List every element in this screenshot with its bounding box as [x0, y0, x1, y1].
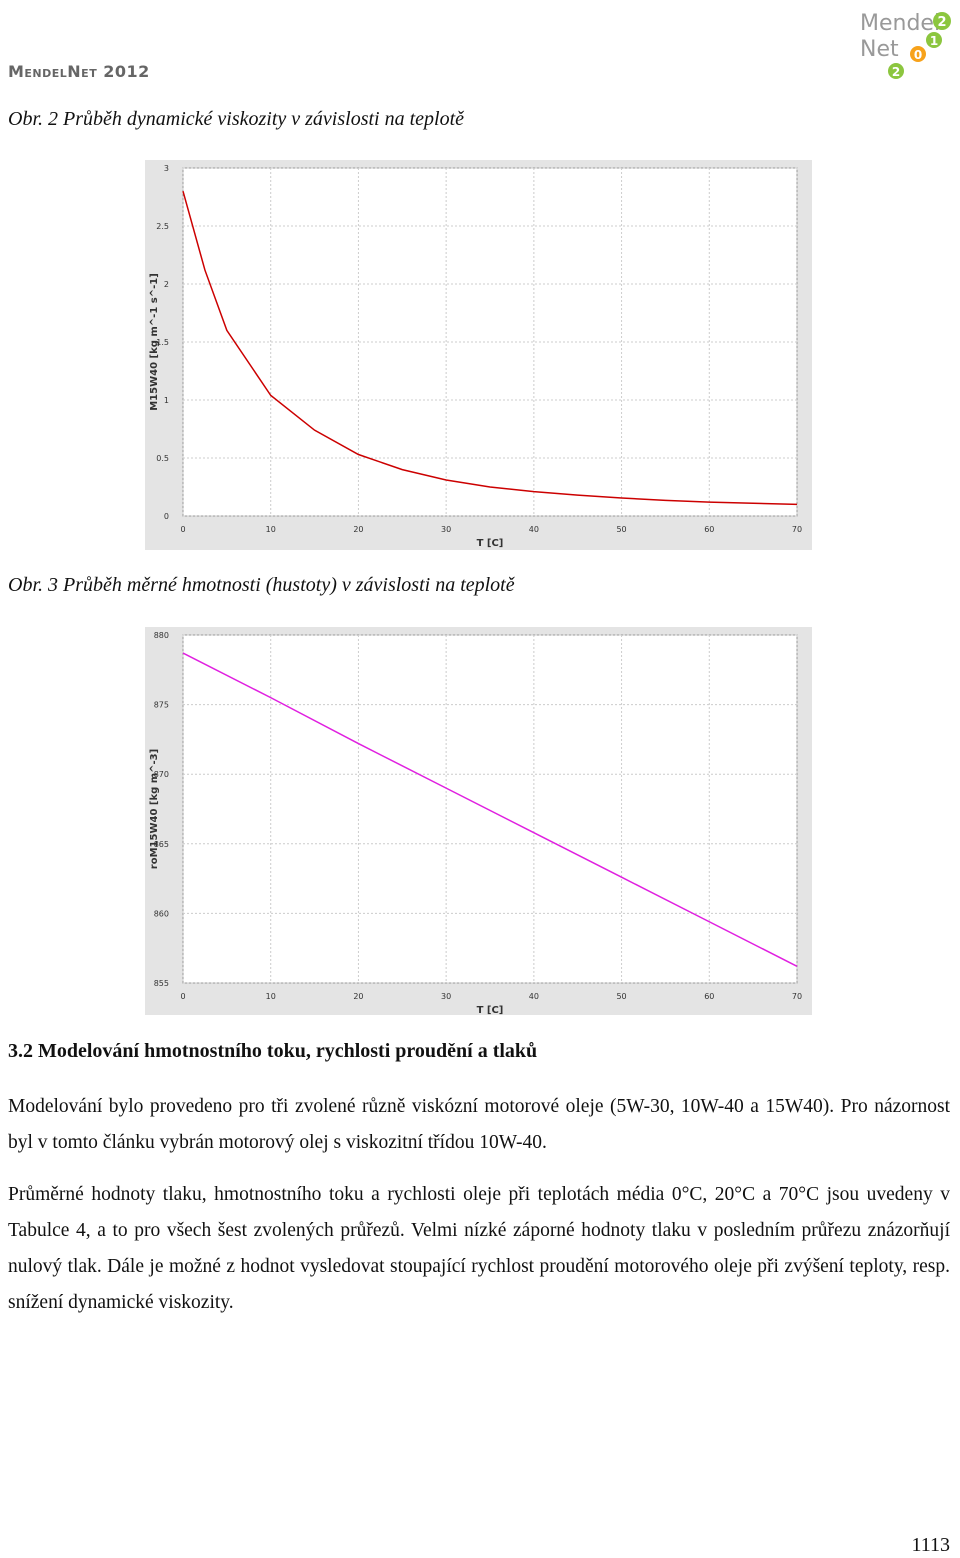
x-axis-label: T [C]	[477, 1005, 504, 1015]
logo: Mendel Net 2 0 1 2	[860, 11, 951, 79]
data-line	[182, 190, 798, 506]
plot-area	[182, 167, 798, 517]
x-axis-label: T [C]	[477, 538, 504, 549]
paragraph: Průměrné hodnoty tlaku, hmotnostního tok…	[8, 1184, 950, 1313]
plot-area	[182, 634, 798, 984]
header: MendelNet 2012	[8, 62, 150, 81]
x-tick-label: 60	[704, 525, 714, 534]
x-tick-label: 40	[529, 525, 539, 534]
y-tick-label: 870	[154, 770, 169, 779]
y-tick-label: 0.5	[156, 454, 169, 463]
x-tick-label: 10	[266, 525, 276, 534]
chart: 0 10 20 30 40 50 60 70 855 860 865 870 875 880 T [C] ro…	[145, 627, 812, 1015]
logo-text: Net	[860, 37, 899, 62]
y-tick-label: 860	[154, 909, 169, 918]
logo-text: Mendel	[860, 11, 940, 36]
x-tick-label: 0	[180, 992, 185, 1001]
x-tick-label: 10	[266, 992, 276, 1001]
y-tick-label: 880	[154, 631, 169, 640]
y-tick-label: 2.5	[156, 222, 169, 231]
data-line	[182, 652, 798, 967]
x-tick-label: 30	[441, 992, 451, 1001]
x-tick-label: 20	[353, 525, 363, 534]
x-tick-label: 70	[792, 992, 802, 1001]
chart: 0 10 20 30 40 50 60 70 0 0.5 1 1.5 2 2.5 3 T [C] M15W40 …	[145, 160, 812, 550]
section-heading: 3.2 Modelování hmotnostního toku, rychlo…	[8, 1040, 538, 1062]
x-tick-label: 60	[704, 992, 714, 1001]
page-number: 1113	[911, 1534, 950, 1556]
y-tick-label: 865	[154, 840, 169, 849]
y-axis-label: M15W40 [kg m^-1 s^-1]	[149, 273, 160, 411]
logo-badge: 0	[914, 48, 922, 62]
figure-caption: Obr. 3 Průběh měrné hmotnosti (hustoty) …	[8, 574, 515, 596]
x-tick-label: 40	[529, 992, 539, 1001]
y-tick-label: 0	[164, 512, 169, 521]
logo-badge: 2	[892, 65, 900, 79]
logo-badge: 2	[937, 15, 946, 30]
paragraph: Modelování bylo provedeno pro tři zvolen…	[8, 1096, 950, 1153]
y-tick-label: 3	[164, 164, 169, 173]
x-tick-label: 0	[180, 525, 185, 534]
figure-caption: Obr. 2 Průběh dynamické viskozity v závi…	[8, 108, 465, 130]
y-tick-label: 2	[164, 280, 169, 289]
y-tick-label: 855	[154, 979, 169, 988]
x-tick-label: 20	[353, 992, 363, 1001]
x-tick-label: 30	[441, 525, 451, 534]
x-tick-label: 50	[616, 992, 626, 1001]
y-tick-label: 1.5	[156, 338, 169, 347]
y-tick-label: 1	[164, 396, 169, 405]
x-tick-label: 50	[616, 525, 626, 534]
logo-badge: 1	[930, 34, 938, 48]
y-tick-label: 875	[154, 701, 169, 710]
y-axis-label: roM15W40 [kg m^-3]	[149, 749, 160, 869]
x-tick-label: 70	[792, 525, 802, 534]
